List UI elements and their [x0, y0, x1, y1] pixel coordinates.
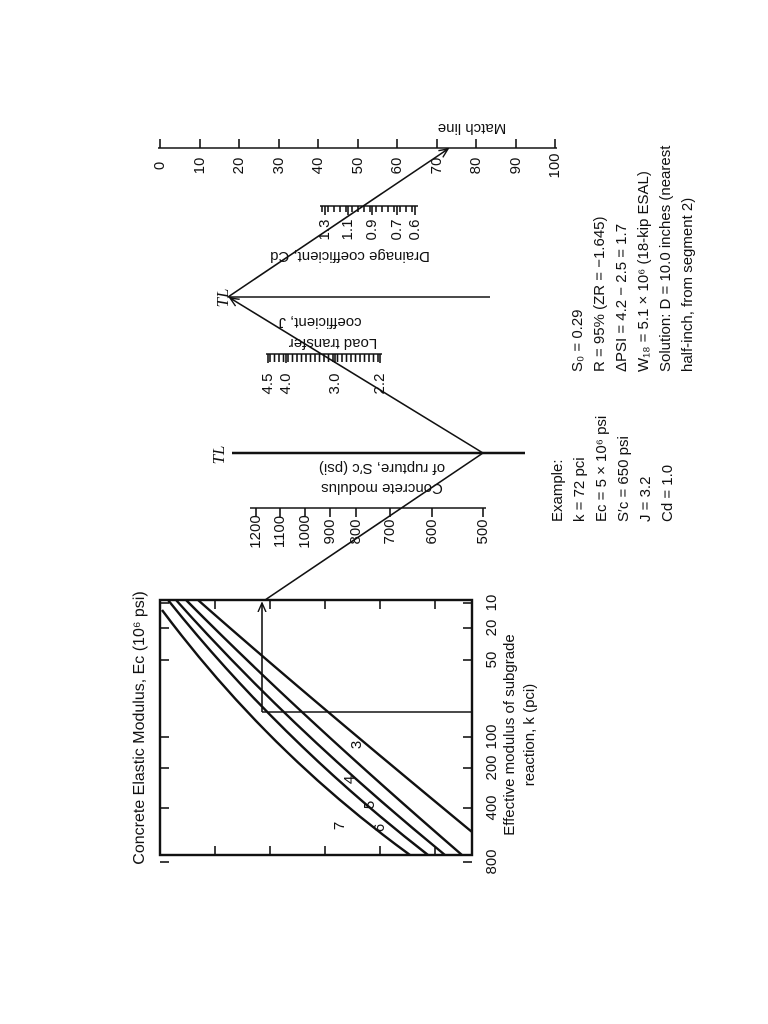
- curves: [161, 599, 473, 856]
- scale-tick-label: 40: [309, 158, 326, 175]
- labels: Concrete Elastic Modulus, Ec (10⁶ psi) Ef…: [131, 120, 696, 874]
- x-tick-label: 50: [483, 652, 500, 669]
- example-text: Ec = 5 × 10⁶ psi: [593, 416, 610, 522]
- curve-label: 4: [341, 776, 358, 784]
- curve: [185, 599, 463, 856]
- curve: [161, 609, 411, 856]
- scale-tick-label: 600: [423, 519, 440, 544]
- turning-line-label: TL: [213, 289, 232, 308]
- solution-path: [227, 149, 448, 298]
- scale-tick-label: 1200: [247, 515, 264, 548]
- x-tick-label: 20: [483, 620, 500, 637]
- scale-label: coefficient, J: [278, 314, 361, 331]
- x-tick-label: 200: [483, 755, 500, 780]
- scale-tick-label: 70: [428, 158, 445, 175]
- scale-tick-label: 1.3: [316, 220, 333, 241]
- y-axis-title: Concrete Elastic Modulus, Ec (10⁶ psi): [131, 591, 148, 864]
- scale-tick-label: 80: [467, 158, 484, 175]
- curve-label: 7: [331, 822, 348, 830]
- x-axis-title: Effective modulus of subgrade: [501, 634, 518, 836]
- x-tick-label: 400: [483, 795, 500, 820]
- solution-text: half-inch, from segment 2): [679, 198, 696, 372]
- solution-text: S₀ = 0.29: [569, 309, 586, 372]
- scale-tick-label: 100: [546, 153, 563, 178]
- scale-tick-label: 4.5: [259, 374, 276, 395]
- x-tick-label: 800: [483, 849, 500, 874]
- scale-tick-label: 0: [151, 162, 168, 170]
- solution-path: [230, 298, 484, 454]
- scale-tick-label: 10: [191, 158, 208, 175]
- scale-tick-label: 30: [270, 158, 287, 175]
- scale-tick-label: 90: [507, 158, 524, 175]
- curve: [175, 599, 446, 856]
- example-text: k = 72 pci: [571, 457, 588, 522]
- example-text: J = 3.2: [637, 477, 654, 522]
- scale-tick-label: 3.0: [326, 374, 343, 395]
- curve: [197, 599, 473, 833]
- solution-text: ΔPSI = 4.2 − 2.5 = 1.7: [613, 224, 630, 372]
- scale-tick-label: 800: [347, 519, 364, 544]
- x-tick-label: 10: [483, 595, 500, 612]
- scale-tick-label: 1000: [296, 515, 313, 548]
- x-axis-title: reaction, k (pci): [521, 684, 538, 787]
- curve-label: 5: [361, 801, 378, 809]
- x-tick-label: 100: [483, 724, 500, 749]
- scale-tick-label: 0.9: [363, 220, 380, 241]
- scale-label: of rupture, S′c (psi): [319, 460, 445, 477]
- scale-tick-label: 0.7: [388, 220, 405, 241]
- scale-tick-label: 500: [474, 519, 491, 544]
- turning-line-label: TL: [209, 446, 228, 465]
- scale-tick-label: 700: [381, 519, 398, 544]
- example-text: Example:: [549, 459, 566, 522]
- scale-tick-label: 2.2: [371, 374, 388, 395]
- solution-path: [264, 452, 484, 601]
- curve: [167, 599, 429, 856]
- scale-label: Load transfer: [289, 335, 377, 352]
- solution-text: W₁₈ = 5.1 × 10⁶ (18-kip ESAL): [635, 171, 652, 372]
- scale-tick-label: 4.0: [277, 374, 294, 395]
- scale-label: Drainage coefficient, Cd: [270, 248, 430, 265]
- curve-label: 3: [348, 741, 365, 749]
- example-text: S′c = 650 psi: [615, 436, 632, 522]
- example-text: Cd = 1.0: [659, 465, 676, 522]
- scale-tick-label: 900: [321, 519, 338, 544]
- scale-tick-label: 1100: [271, 516, 288, 548]
- scale-tick-label: 50: [349, 158, 366, 175]
- scale-tick-label: 1.1: [339, 220, 356, 241]
- solution-text: R = 95% (ZR = −1.645): [591, 217, 608, 373]
- solution-text: Solution: D = 10.0 inches (nearest: [657, 145, 674, 372]
- scale-tick-label: 20: [230, 158, 247, 175]
- scale-tick-label: 0.6: [406, 220, 423, 241]
- graph-frame: [158, 598, 474, 857]
- curve-label: 6: [371, 824, 388, 832]
- scale-label: Concrete modulus: [321, 480, 443, 497]
- scale-tick-label: 60: [388, 158, 405, 175]
- scale-label: Match line: [438, 120, 506, 137]
